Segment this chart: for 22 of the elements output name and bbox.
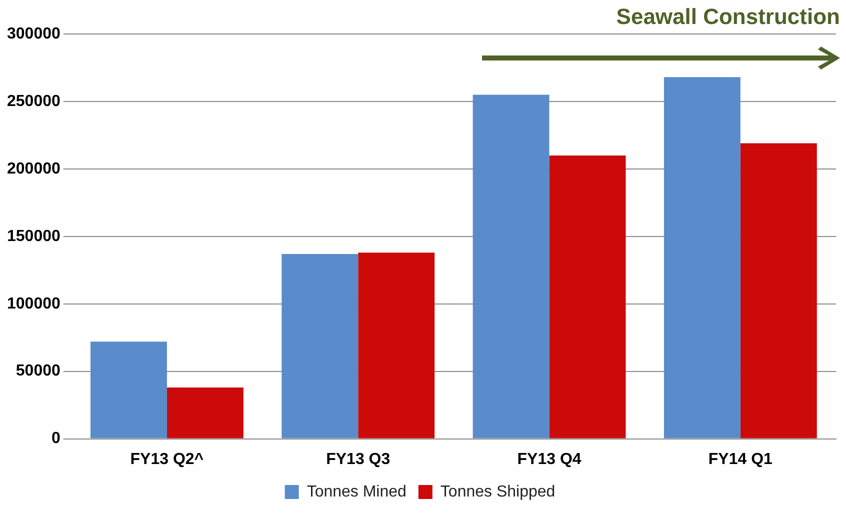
y-tick-label: 100000	[7, 295, 60, 312]
y-tick-label: 300000	[7, 25, 60, 42]
bar	[549, 155, 626, 438]
text: Seawall Construction	[616, 4, 840, 30]
bar	[166, 388, 244, 438]
legend-label: Tonnes Mined	[306, 483, 406, 500]
y-tick-label: 0	[51, 430, 60, 448]
y-tick-label: 200000	[7, 160, 60, 178]
bar	[740, 143, 817, 438]
x-tick-label: FY13 Q2^	[130, 450, 204, 468]
x-tick-label: FY14 Q1	[708, 450, 773, 468]
x-tick-label: FY13 Q4	[517, 450, 582, 468]
bar	[282, 254, 358, 438]
bar	[90, 342, 167, 438]
bar	[358, 252, 435, 438]
y-tick-label: 150000	[7, 228, 60, 245]
bar	[664, 77, 740, 438]
legend-label: Tonnes Shipped	[440, 483, 556, 500]
y-tick-label: 50000	[16, 362, 60, 380]
bar	[472, 94, 550, 438]
y-tick-label: 250000	[7, 92, 60, 110]
x-tick-label: FY13 Q3	[326, 450, 390, 468]
